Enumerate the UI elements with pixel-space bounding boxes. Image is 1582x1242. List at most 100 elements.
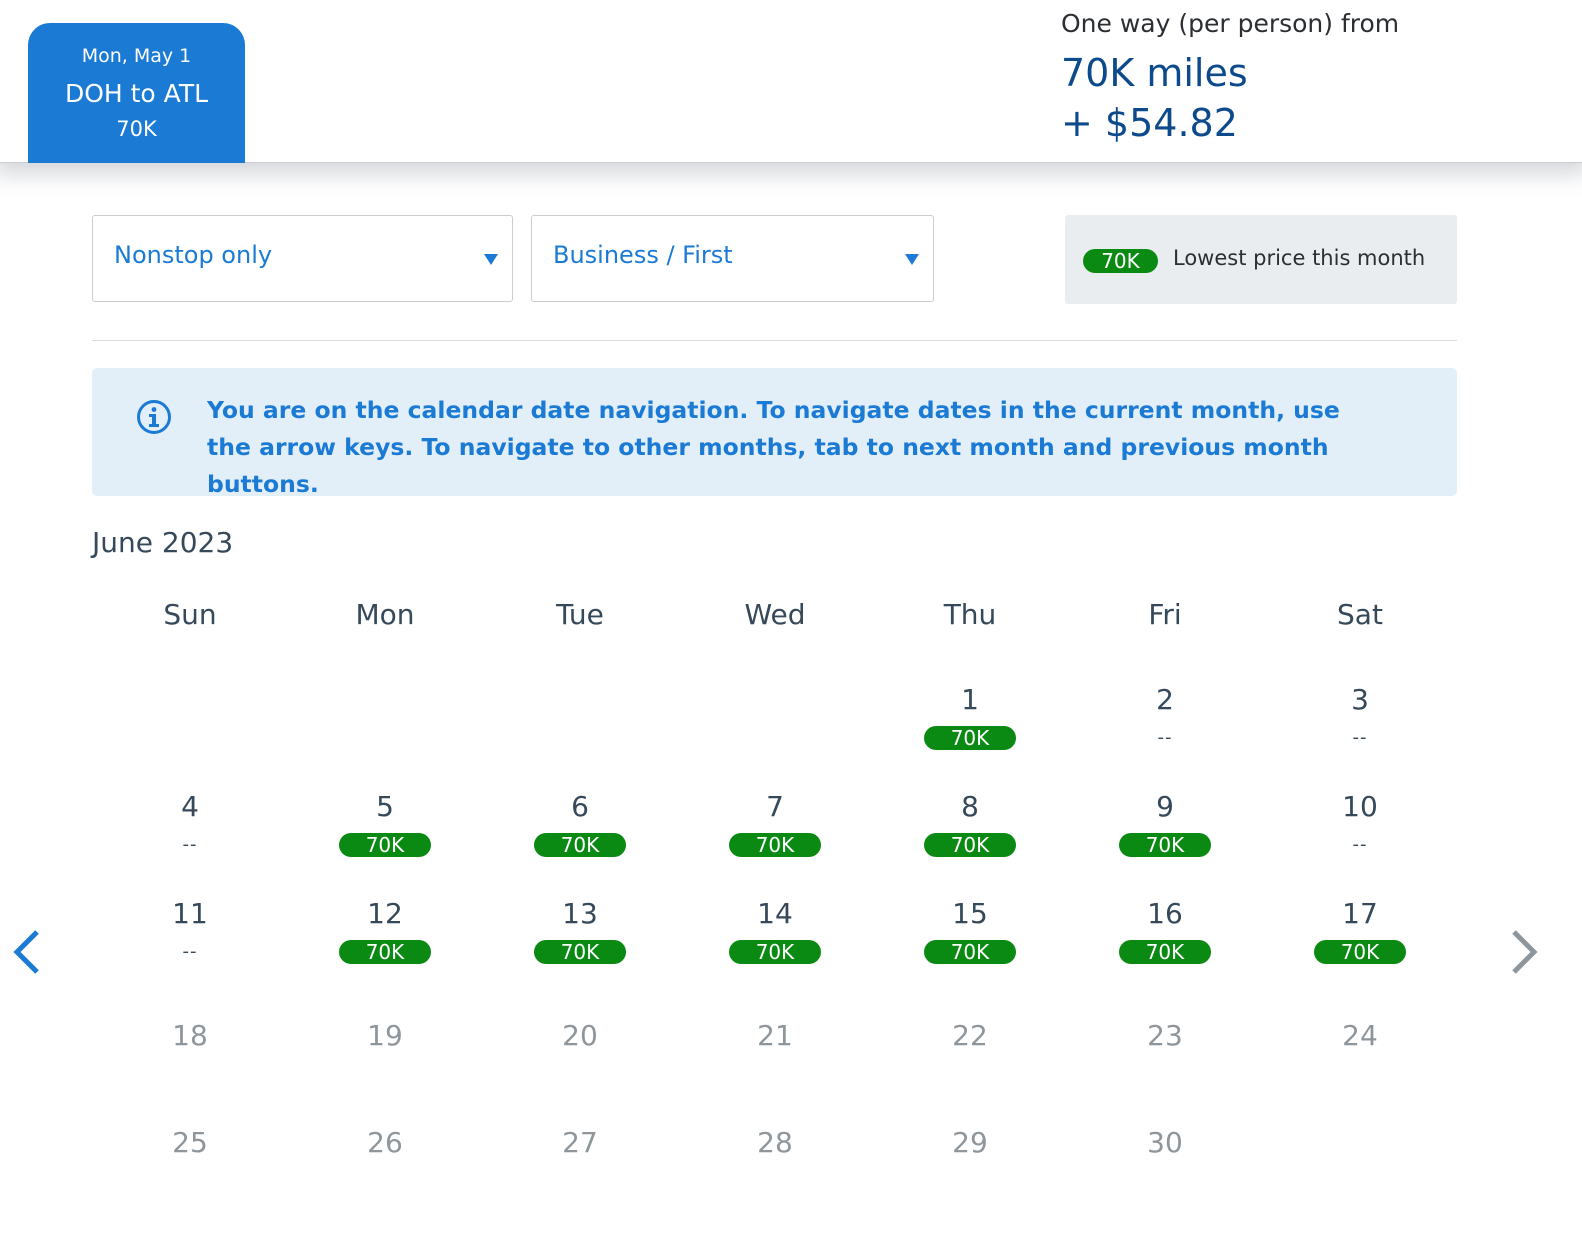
day-number: 14	[757, 897, 793, 930]
day-number: 3	[1351, 683, 1369, 716]
day-number: 30	[1147, 1126, 1183, 1159]
calendar-day: 26	[315, 1127, 455, 1227]
day-number: 19	[367, 1019, 403, 1052]
info-text: You are on the calendar date navigation.…	[207, 396, 1340, 498]
chevron-right-icon[interactable]	[1507, 928, 1543, 976]
calendar-day: 19	[315, 1020, 455, 1120]
calendar-day[interactable]: 12 70K	[315, 898, 455, 998]
day-number: 6	[571, 790, 589, 823]
caret-down-icon	[905, 254, 919, 265]
price-summary: One way (per person) from 70K miles + $5…	[1061, 8, 1399, 146]
day-price-badge: 70K	[1119, 940, 1211, 964]
day-price-badge: 70K	[339, 940, 431, 964]
calendar-day[interactable]: 3 --	[1290, 684, 1430, 784]
day-price-badge: 70K	[339, 833, 431, 857]
caret-down-icon	[484, 254, 498, 265]
weekday-label: Fri	[1148, 598, 1182, 631]
calendar-day: 21	[705, 1020, 845, 1120]
calendar-day[interactable]: 15 70K	[900, 898, 1040, 998]
day-number: 1	[961, 683, 979, 716]
weekday-label: Sat	[1337, 598, 1383, 631]
trip-miles: 70K	[116, 117, 157, 141]
calendar-day: 20	[510, 1020, 650, 1120]
calendar-day[interactable]: 10 --	[1290, 791, 1430, 891]
stops-select-value: Nonstop only	[114, 241, 273, 269]
calendar-day[interactable]: 6 70K	[510, 791, 650, 891]
calendar-day: 18	[120, 1020, 260, 1120]
calendar-day[interactable]: 9 70K	[1095, 791, 1235, 891]
calendar-day[interactable]: 16 70K	[1095, 898, 1235, 998]
month-title: June 2023	[92, 526, 234, 559]
no-price-indicator: --	[1352, 834, 1368, 855]
info-banner: You are on the calendar date navigation.…	[92, 368, 1457, 498]
weekday-label: Wed	[744, 598, 806, 631]
day-price-badge: 70K	[729, 833, 821, 857]
price-miles: 70K miles	[1061, 51, 1248, 95]
divider	[92, 340, 1457, 341]
day-number: 9	[1156, 790, 1174, 823]
day-price-badge: 70K	[1119, 833, 1211, 857]
calendar-day[interactable]: 7 70K	[705, 791, 845, 891]
calendar-day: 23	[1095, 1020, 1235, 1120]
day-number: 12	[367, 897, 403, 930]
cabin-select[interactable]: Business / First	[531, 215, 934, 302]
cabin-select-value: Business / First	[553, 241, 733, 269]
calendar-day[interactable]: 1 70K	[900, 684, 1040, 784]
day-number: 20	[562, 1019, 598, 1052]
calendar-day[interactable]: 11 --	[120, 898, 260, 998]
trip-date: Mon, May 1	[81, 45, 192, 67]
calendar-day: 22	[900, 1020, 1040, 1120]
calendar-day[interactable]: 13 70K	[510, 898, 650, 998]
day-number: 16	[1147, 897, 1183, 930]
day-price-badge: 70K	[1314, 940, 1406, 964]
day-number: 29	[952, 1126, 988, 1159]
day-number: 8	[961, 790, 979, 823]
calendar-day: 29	[900, 1127, 1040, 1227]
calendar-day: 25	[120, 1127, 260, 1227]
day-number: 11	[172, 897, 208, 930]
day-number: 25	[172, 1126, 208, 1159]
day-number: 27	[562, 1126, 598, 1159]
calendar-day[interactable]: 2 --	[1095, 684, 1235, 784]
day-number: 4	[181, 790, 199, 823]
day-number: 5	[376, 790, 394, 823]
chevron-left-icon[interactable]	[8, 928, 44, 976]
calendar-day[interactable]: 5 70K	[315, 791, 455, 891]
day-price-badge: 70K	[924, 726, 1016, 750]
lowest-price-legend: 70K Lowest price this month	[1065, 215, 1457, 304]
day-number: 15	[952, 897, 988, 930]
no-price-indicator: --	[1157, 727, 1173, 748]
no-price-indicator: --	[1352, 727, 1368, 748]
legend-text: Lowest price this month	[1173, 246, 1426, 270]
day-number: 2	[1156, 683, 1174, 716]
day-number: 10	[1342, 790, 1378, 823]
day-number: 21	[757, 1019, 793, 1052]
calendar-day: 27	[510, 1127, 650, 1227]
day-number: 24	[1342, 1019, 1378, 1052]
calendar-day[interactable]: 14 70K	[705, 898, 845, 998]
weekday-label: Thu	[943, 598, 997, 631]
price-caption: One way (per person) from	[1061, 9, 1400, 38]
day-number: 7	[766, 790, 784, 823]
calendar-day[interactable]: 8 70K	[900, 791, 1040, 891]
day-price-badge: 70K	[924, 833, 1016, 857]
header-bar: Mon, May 1 DOH to ATL 70K One way (per p…	[0, 0, 1582, 163]
weekday-label: Sun	[163, 598, 217, 631]
calendar-day[interactable]: 17 70K	[1290, 898, 1430, 998]
no-price-indicator: --	[182, 834, 198, 855]
calendar-day: 24	[1290, 1020, 1430, 1120]
calendar-day: 30	[1095, 1127, 1235, 1227]
day-number: 26	[367, 1126, 403, 1159]
day-number: 18	[172, 1019, 208, 1052]
calendar-day: 28	[705, 1127, 845, 1227]
day-price-badge: 70K	[729, 940, 821, 964]
calendar-day[interactable]: 4 --	[120, 791, 260, 891]
day-number: 13	[562, 897, 598, 930]
legend-price-badge: 70K	[1083, 249, 1158, 273]
day-number: 23	[1147, 1019, 1183, 1052]
day-price-badge: 70K	[534, 940, 626, 964]
trip-tab[interactable]: Mon, May 1 DOH to ATL 70K	[28, 23, 245, 163]
day-price-badge: 70K	[924, 940, 1016, 964]
stops-select[interactable]: Nonstop only	[92, 215, 513, 302]
no-price-indicator: --	[182, 941, 198, 962]
